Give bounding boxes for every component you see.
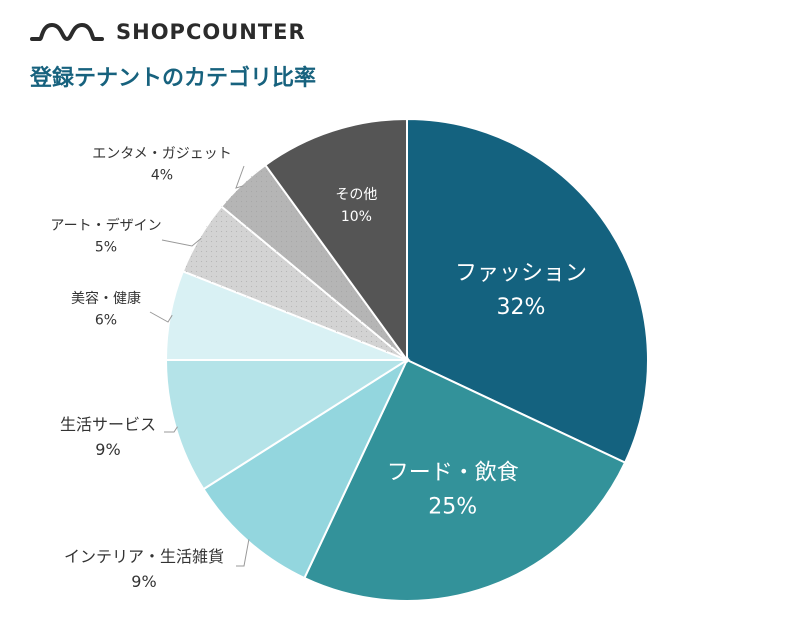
slice-label: アート・デザイン — [50, 217, 161, 234]
pie-slice — [164, 359, 411, 491]
leader-line — [236, 539, 250, 567]
slice-value-label: 9% — [95, 440, 120, 459]
slice-label: その他 — [335, 187, 377, 203]
slice-value-label: 5% — [95, 240, 117, 256]
leader-line — [149, 311, 173, 323]
slice-value-label: 9% — [131, 572, 156, 591]
chart-title: 登録テナントのカテゴリ比率 — [30, 66, 317, 91]
pie-slice-texture — [221, 165, 407, 360]
pie-slices — [164, 117, 649, 602]
slice-label: ファッション — [455, 261, 587, 286]
slice-label: エンタメ・ガジェット — [92, 146, 232, 162]
pie-slice-texture — [182, 206, 407, 360]
pie-slice — [263, 117, 408, 364]
brand: SHOPCOUNTER — [30, 14, 306, 50]
slice-value-label: 10% — [341, 209, 372, 225]
pie-slice — [406, 117, 649, 464]
wave-logo-icon — [30, 22, 104, 42]
slice-label: インテリア・生活雑貨 — [64, 547, 224, 566]
pie-labels: ファッション 32% フード・飲食 25% インテリア・生活雑貨 9% 生活サービス 9% 美容… — [50, 146, 587, 591]
slice-value-label: 25% — [428, 494, 477, 519]
slice-value-label: 6% — [95, 313, 117, 329]
leader-line — [161, 237, 202, 247]
leader-line — [235, 165, 245, 189]
leader-line — [164, 426, 178, 433]
slice-value-label: 4% — [151, 168, 173, 184]
brand-name: SHOPCOUNTER — [116, 20, 306, 44]
slice-label: 生活サービス — [60, 415, 156, 434]
pie-slice — [303, 358, 627, 602]
slice-label: フード・飲食 — [387, 460, 519, 485]
pie-slice — [202, 357, 410, 580]
slice-label: 美容・健康 — [71, 290, 141, 307]
leader-lines — [149, 165, 250, 567]
slice-value-label: 32% — [497, 295, 546, 320]
